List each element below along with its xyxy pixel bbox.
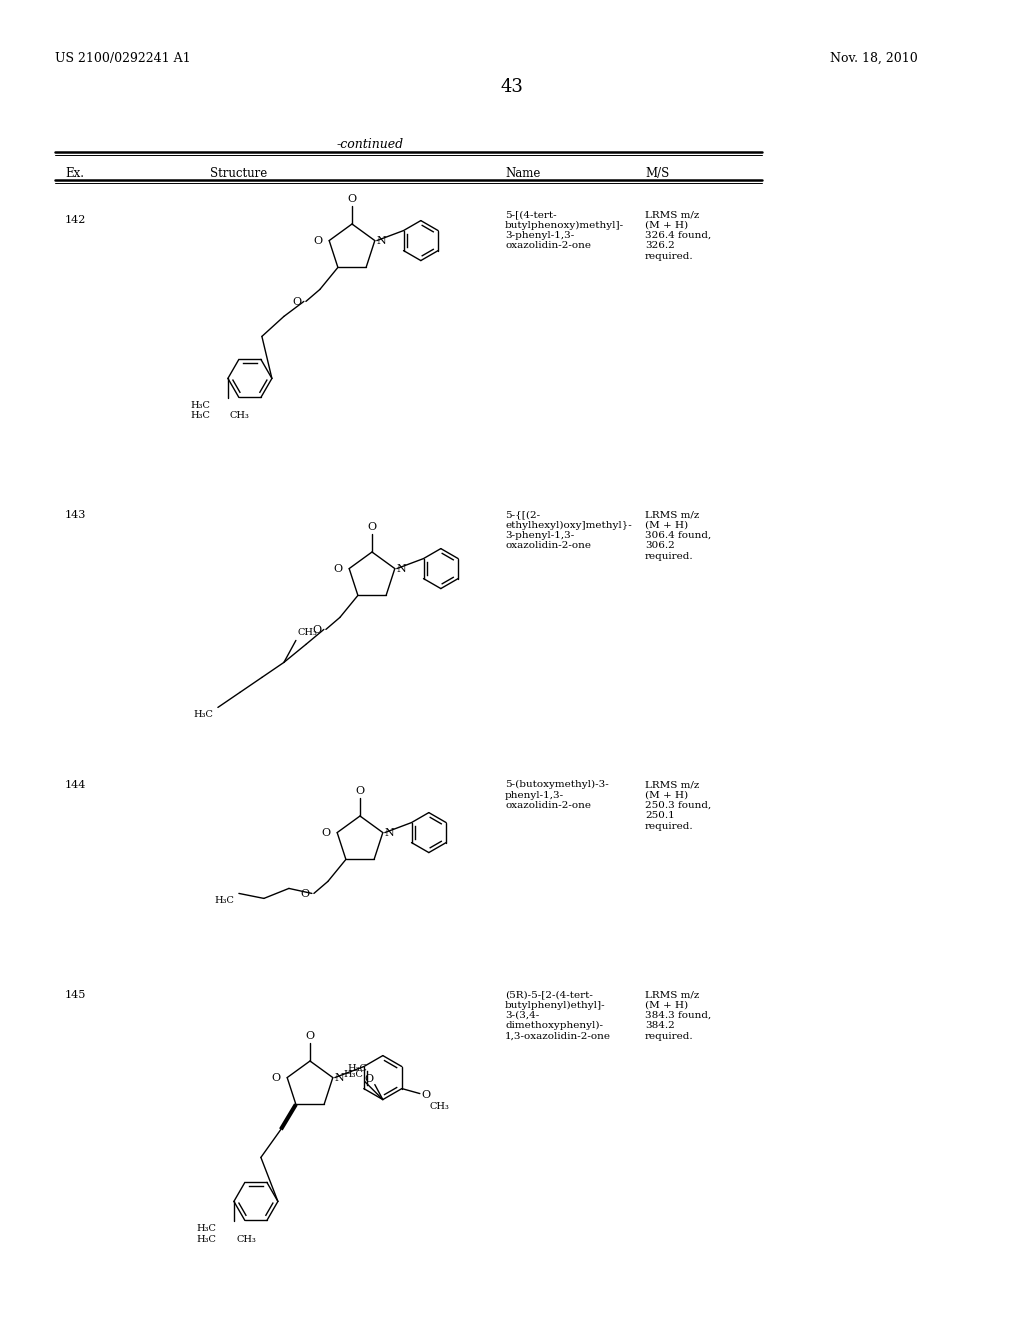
- Text: O: O: [368, 521, 377, 532]
- Text: LRMS m/z
(M + H)
384.3 found,
384.2
required.: LRMS m/z (M + H) 384.3 found, 384.2 requ…: [645, 990, 712, 1040]
- Text: N: N: [377, 235, 387, 246]
- Text: O: O: [271, 1073, 281, 1082]
- Text: N: N: [397, 564, 407, 574]
- Text: H₃C: H₃C: [196, 1236, 216, 1245]
- Text: 5-{[(2-
ethylhexyl)oxy]methyl}-
3-phenyl-1,3-
oxazolidin-2-one: 5-{[(2- ethylhexyl)oxy]methyl}- 3-phenyl…: [505, 510, 632, 550]
- Text: Ex.: Ex.: [65, 168, 84, 180]
- Text: H₃C: H₃C: [190, 412, 210, 420]
- Text: CH₃: CH₃: [298, 628, 317, 638]
- Text: CH₃: CH₃: [230, 412, 250, 420]
- Text: O: O: [301, 890, 310, 899]
- Text: (5R)-5-[2-(4-tert-
butylphenyl)ethyl]-
3-(3,4-
dimethoxyphenyl)-
1,3-oxazolidin-: (5R)-5-[2-(4-tert- butylphenyl)ethyl]- 3…: [505, 990, 611, 1041]
- Text: 145: 145: [65, 990, 86, 1001]
- Text: O: O: [347, 194, 356, 205]
- Text: CH₃: CH₃: [430, 1102, 450, 1110]
- Text: 142: 142: [65, 215, 86, 224]
- Text: Nov. 18, 2010: Nov. 18, 2010: [830, 51, 918, 65]
- Text: 43: 43: [501, 78, 523, 96]
- Text: H₃C: H₃C: [190, 401, 210, 411]
- Text: O: O: [305, 1031, 314, 1041]
- Text: H₃C: H₃C: [196, 1225, 216, 1233]
- Text: O: O: [293, 297, 302, 308]
- Text: O: O: [333, 564, 342, 574]
- Text: O: O: [322, 828, 330, 838]
- Text: H₃C: H₃C: [343, 1069, 362, 1078]
- Text: Name: Name: [505, 168, 541, 180]
- Text: N: N: [385, 828, 394, 838]
- Text: O: O: [312, 626, 322, 635]
- Text: O: O: [421, 1089, 430, 1100]
- Text: 5-(butoxymethyl)-3-
phenyl-1,3-
oxazolidin-2-one: 5-(butoxymethyl)-3- phenyl-1,3- oxazolid…: [505, 780, 608, 810]
- Text: US 2100/0292241 A1: US 2100/0292241 A1: [55, 51, 190, 65]
- Text: O: O: [313, 235, 323, 246]
- Text: 144: 144: [65, 780, 86, 789]
- Text: O: O: [355, 785, 365, 796]
- Text: H₃C: H₃C: [347, 1064, 367, 1073]
- Text: Structure: Structure: [210, 168, 267, 180]
- Text: CH₃: CH₃: [237, 1236, 257, 1245]
- Text: -continued: -continued: [337, 139, 403, 150]
- Text: LRMS m/z
(M + H)
250.3 found,
250.1
required.: LRMS m/z (M + H) 250.3 found, 250.1 requ…: [645, 780, 712, 830]
- Text: N: N: [335, 1073, 344, 1082]
- Text: 143: 143: [65, 510, 86, 520]
- Text: O: O: [365, 1073, 374, 1084]
- Text: LRMS m/z
(M + H)
326.4 found,
326.2
required.: LRMS m/z (M + H) 326.4 found, 326.2 requ…: [645, 210, 712, 260]
- Text: H₃C: H₃C: [214, 896, 233, 906]
- Text: 5-[(4-tert-
butylphenoxy)methyl]-
3-phenyl-1,3-
oxazolidin-2-one: 5-[(4-tert- butylphenoxy)methyl]- 3-phen…: [505, 210, 624, 251]
- Text: H₃C: H₃C: [193, 710, 213, 719]
- Text: M/S: M/S: [645, 168, 670, 180]
- Text: LRMS m/z
(M + H)
306.4 found,
306.2
required.: LRMS m/z (M + H) 306.4 found, 306.2 requ…: [645, 510, 712, 561]
